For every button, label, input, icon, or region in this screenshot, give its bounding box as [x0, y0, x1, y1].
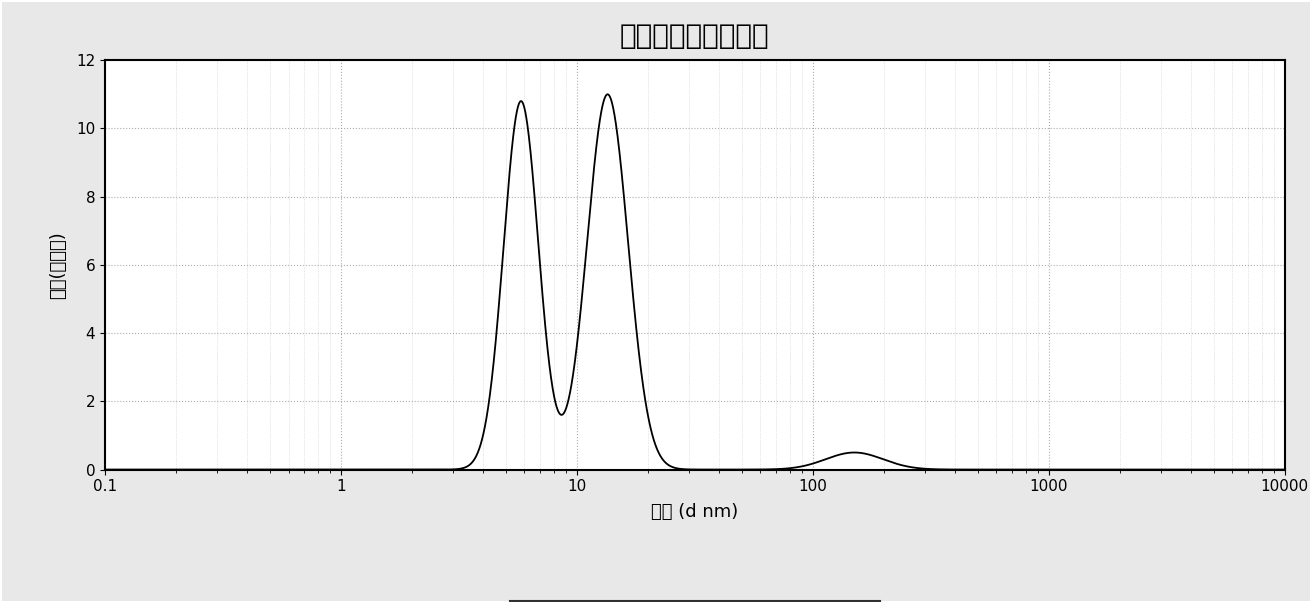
- X-axis label: 尺寸 (d nm): 尺寸 (d nm): [652, 503, 738, 521]
- Y-axis label: 体积(百分比): 体积(百分比): [50, 231, 68, 299]
- Legend: 记录 76: KT1750-700 研磨 75 min pH8 平均: 记录 76: KT1750-700 研磨 75 min pH8 平均: [510, 601, 880, 602]
- Title: 按体积计的尺寸分布: 按体积计的尺寸分布: [620, 22, 770, 49]
